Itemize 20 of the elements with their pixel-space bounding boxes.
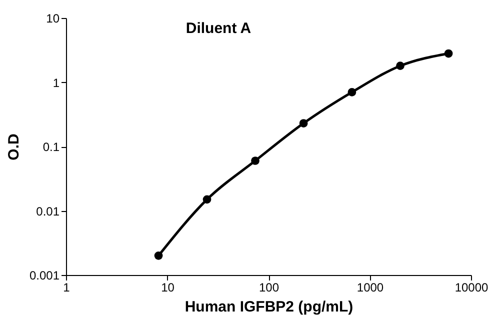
point [348, 88, 356, 96]
chart-title: Diluent A [186, 20, 252, 37]
y-tick-label: 0.01 [36, 204, 60, 218]
y-axis-title: O.D [5, 134, 22, 160]
x-tick-label: 10000 [454, 280, 489, 294]
point [396, 62, 404, 70]
x-tick-label: 100 [258, 280, 280, 294]
point [299, 119, 308, 128]
point [202, 195, 212, 204]
point [251, 156, 260, 165]
y-tick-label: 1 [52, 76, 60, 90]
y-tick-label: 0.1 [42, 140, 60, 154]
x-tick-label: 10 [161, 280, 175, 294]
y-tick-label: 0.001 [29, 268, 60, 282]
y-tick-label: 10 [46, 12, 60, 26]
x-axis-title: Human IGFBP2 (pg/mL) [184, 298, 354, 316]
point [444, 49, 453, 58]
x-tick-label: 1 [63, 280, 70, 294]
point [154, 251, 163, 260]
x-tick-label: 1000 [356, 280, 384, 294]
